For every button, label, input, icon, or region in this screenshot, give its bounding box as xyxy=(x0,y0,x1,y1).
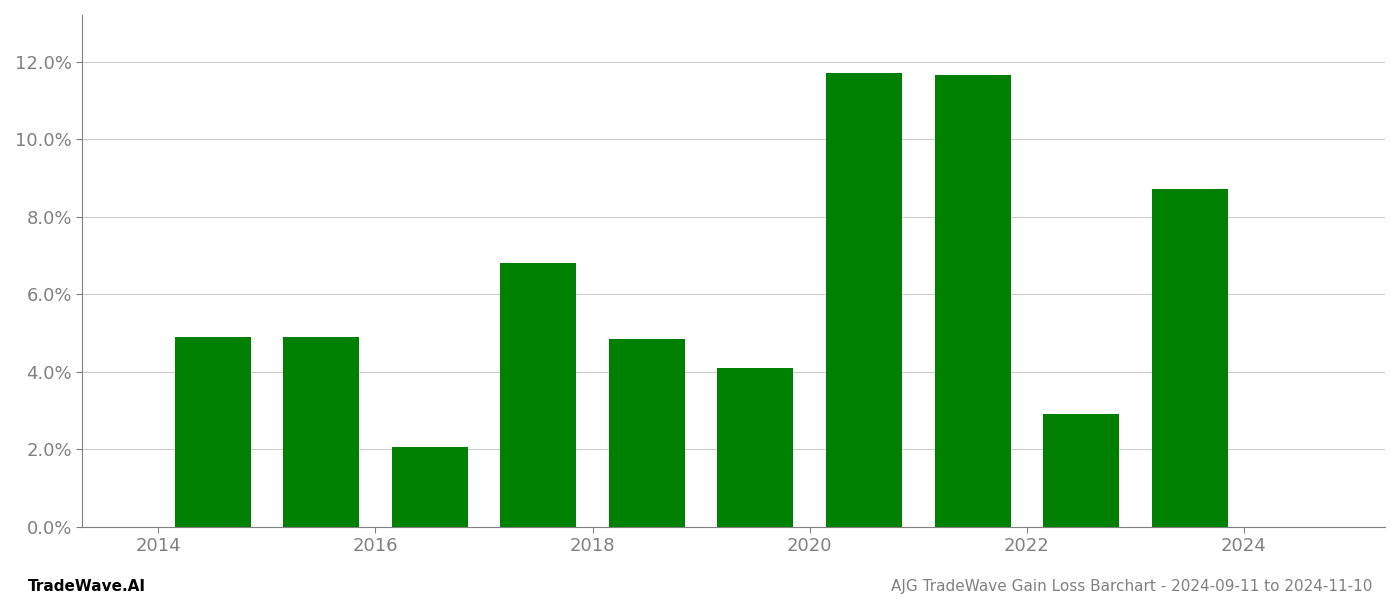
Bar xyxy=(175,337,251,527)
Bar xyxy=(717,368,794,527)
Bar xyxy=(935,75,1011,527)
Text: TradeWave.AI: TradeWave.AI xyxy=(28,579,146,594)
Bar xyxy=(1152,190,1228,527)
Bar xyxy=(1043,414,1119,527)
Text: AJG TradeWave Gain Loss Barchart - 2024-09-11 to 2024-11-10: AJG TradeWave Gain Loss Barchart - 2024-… xyxy=(890,579,1372,594)
Bar xyxy=(500,263,577,527)
Bar xyxy=(392,447,468,527)
Bar xyxy=(609,338,685,527)
Bar xyxy=(826,73,902,527)
Bar xyxy=(283,337,360,527)
